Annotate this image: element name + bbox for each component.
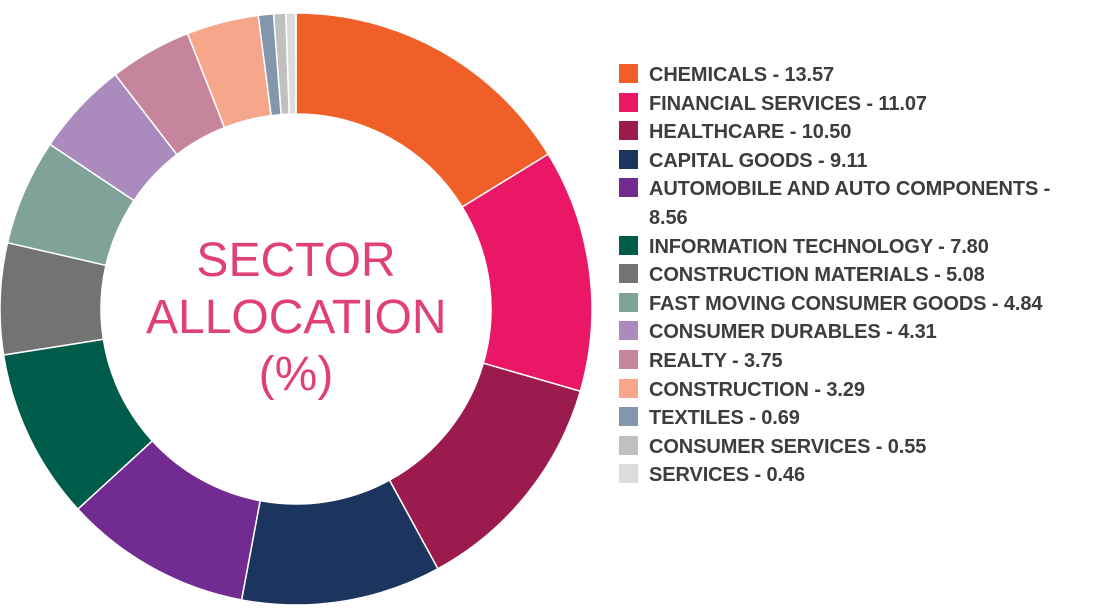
legend-label: CAPITAL GOODS - 9.11 bbox=[649, 149, 868, 172]
legend-item-realty: REALTY - 3.75 bbox=[619, 347, 1094, 376]
legend-swatch bbox=[619, 121, 638, 141]
legend-swatch bbox=[619, 321, 638, 341]
chart-title-line-3: (%) bbox=[258, 348, 334, 401]
legend-item-information-technology: INFORMATION TECHNOLOGY - 7.80 bbox=[619, 233, 1094, 262]
donut-chart bbox=[0, 12, 593, 606]
legend-swatch bbox=[619, 435, 638, 455]
legend-item-consumer-durables: CONSUMER DURABLES - 4.31 bbox=[619, 318, 1094, 347]
legend-label: SERVICES - 0.46 bbox=[649, 464, 805, 487]
legend-item-services: SERVICES - 0.46 bbox=[619, 461, 1094, 490]
legend-label: CONSTRUCTION - 3.29 bbox=[649, 378, 865, 401]
legend-swatch bbox=[619, 349, 638, 369]
legend-item-construction-materials: CONSTRUCTION MATERIALS - 5.08 bbox=[619, 261, 1094, 290]
chart-title: SECTOR ALLOCATION (%) bbox=[146, 232, 447, 403]
legend-item-textiles: TEXTILES - 0.69 bbox=[619, 404, 1094, 433]
slice-services bbox=[284, 12, 297, 115]
legend-swatch bbox=[619, 92, 638, 112]
legend-swatch bbox=[619, 378, 638, 398]
legend-item-financial-services: FINANCIAL SERVICES - 11.07 bbox=[619, 90, 1094, 119]
legend-item-chemicals: CHEMICALS - 13.57 bbox=[619, 61, 1094, 90]
legend-label: CONSUMER DURABLES - 4.31 bbox=[649, 321, 937, 344]
legend-item-consumer-services: CONSUMER SERVICES - 0.55 bbox=[619, 433, 1094, 462]
legend-swatch bbox=[619, 235, 638, 255]
legend-swatch bbox=[619, 64, 638, 83]
legend-swatch bbox=[619, 464, 638, 484]
legend-label: REALTY - 3.75 bbox=[649, 349, 783, 372]
legend-item-fast-moving-consumer-goods: FAST MOVING CONSUMER GOODS - 4.84 bbox=[619, 290, 1094, 319]
legend-swatch bbox=[619, 292, 638, 312]
legend-label: AUTOMOBILE AND AUTO COMPONENTS - 8.56 bbox=[649, 178, 1051, 229]
legend-label: FAST MOVING CONSUMER GOODS - 4.84 bbox=[649, 292, 1043, 315]
legend-item-construction: CONSTRUCTION - 3.29 bbox=[619, 376, 1094, 405]
legend-item-healthcare: HEALTHCARE - 10.50 bbox=[619, 118, 1094, 147]
legend-swatch bbox=[619, 149, 638, 169]
legend-label: CHEMICALS - 13.57 bbox=[649, 64, 835, 86]
legend-swatch bbox=[619, 407, 638, 427]
legend-label: CONSUMER SERVICES - 0.55 bbox=[649, 435, 927, 458]
legend-item-capital-goods: CAPITAL GOODS - 9.11 bbox=[619, 147, 1094, 176]
legend-label: INFORMATION TECHNOLOGY - 7.80 bbox=[649, 235, 989, 258]
legend-item-automobile-and-auto-components: AUTOMOBILE AND AUTO COMPONENTS - 8.56 bbox=[619, 175, 1094, 232]
legend-label: TEXTILES - 0.69 bbox=[649, 407, 800, 430]
legend-swatch bbox=[619, 264, 638, 284]
legend-label: CONSTRUCTION MATERIALS - 5.08 bbox=[649, 264, 985, 287]
chart-legend: CHEMICALS - 13.57 FINANCIAL SERVICES - 11… bbox=[619, 61, 1094, 490]
chart-title-line-1: SECTOR bbox=[196, 234, 396, 287]
chart-title-line-2: ALLOCATION bbox=[146, 291, 447, 344]
legend-swatch bbox=[619, 178, 638, 198]
legend-label: FINANCIAL SERVICES - 11.07 bbox=[649, 92, 927, 115]
legend-label: HEALTHCARE - 10.50 bbox=[649, 121, 852, 144]
